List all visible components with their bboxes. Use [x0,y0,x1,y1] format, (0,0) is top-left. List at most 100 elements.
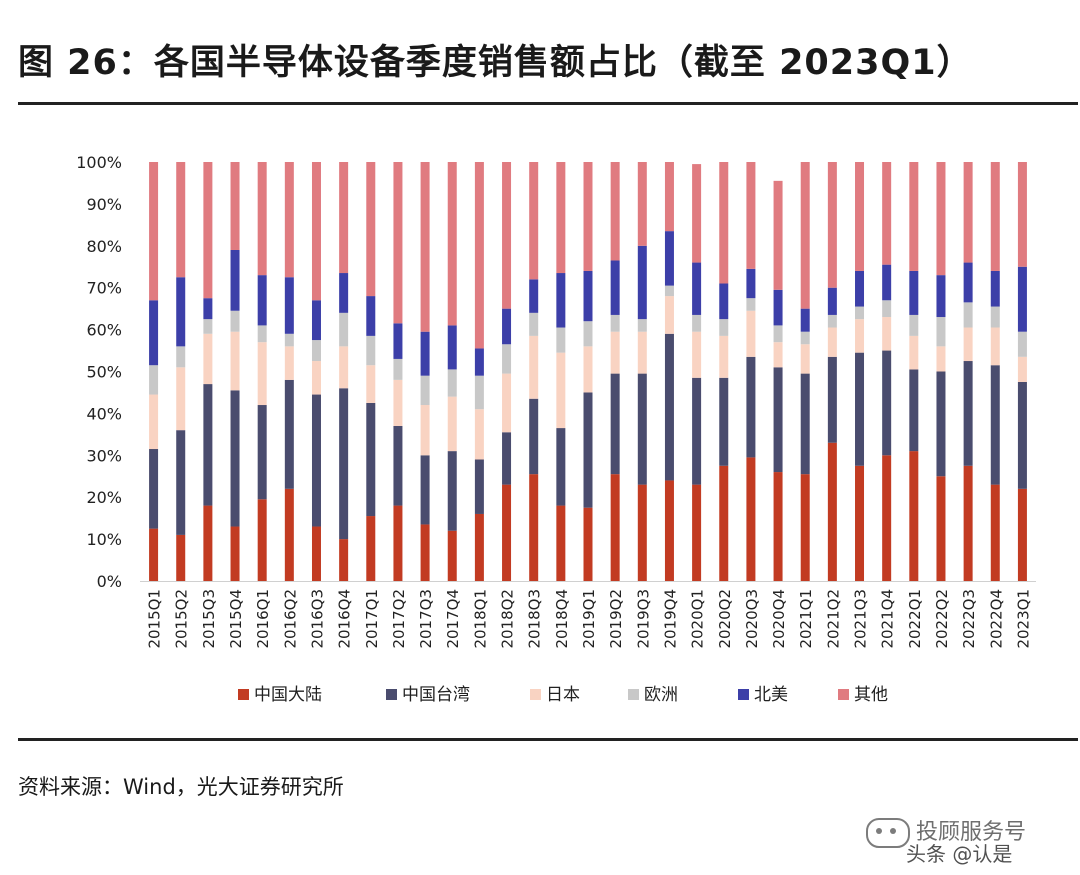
bar-segment [583,392,593,508]
bar-segment [474,348,484,376]
bar-segment [339,539,349,581]
legend-label: 北美 [754,685,788,705]
bar-segment [393,379,403,426]
bar-segment [420,405,430,456]
bar-segment [176,346,186,368]
bar-segment [420,375,430,406]
bar-segment [746,356,756,458]
bar-segment [882,264,892,301]
bar-segment [203,298,213,320]
bar-segment [746,457,756,581]
legend-label: 欧洲 [644,685,678,705]
bar-segment [637,484,647,581]
bar-segment [339,162,349,274]
bar-segment [882,300,892,318]
x-tick-label: 2021Q2 [824,589,842,649]
bar-segment [529,398,539,475]
x-tick-label: 2017Q3 [417,589,435,649]
bar-segment [284,488,294,581]
bar-segment [800,162,810,309]
bar-segment [393,505,403,581]
bar-segment [963,262,973,303]
bar-segment [1017,381,1027,489]
bar-segment [909,162,919,271]
x-tick-label: 2017Q1 [363,589,381,649]
bar-segment [909,335,919,370]
bar-segment [827,327,837,357]
bar-segment [311,526,321,581]
bar-segment [773,367,783,473]
bar-segment [719,162,729,284]
x-tick-label: 2018Q4 [553,589,571,649]
x-tick-label: 2021Q4 [879,589,897,649]
bar-segment [257,342,267,406]
x-tick-label: 2019Q3 [634,589,652,649]
bar-segment [420,524,430,581]
x-tick-label: 2016Q4 [336,589,354,649]
bar-segment [610,314,620,332]
bar-segment [746,310,756,357]
bar-segment [882,317,892,351]
x-tick-label: 2021Q3 [852,589,870,649]
bar-segment [936,371,946,477]
bar-segment [149,449,159,529]
bar-segment [556,505,566,581]
bar-segment [230,331,240,391]
bar-segment [610,373,620,475]
bar-segment [855,465,865,581]
bar-segment [773,472,783,581]
bar-segment [284,346,294,380]
bar-segment [447,530,457,581]
y-tick-label: 80% [86,237,122,256]
bar-segment [637,162,647,246]
legend-swatch [238,689,249,700]
bar-segment [664,231,674,286]
bar-segment [366,296,376,336]
bar-segment [257,275,267,326]
bar-segment [203,319,213,334]
bar-segment [311,394,321,527]
bar-segment [556,352,566,429]
bar-segment [827,287,837,315]
bar-segment [963,361,973,466]
bar-segment [149,365,159,395]
bar-segment [420,162,430,332]
bar-segment [1017,488,1027,581]
x-tick-label: 2022Q3 [960,589,978,649]
legend-swatch [530,689,541,700]
bar-segment [474,459,484,514]
bar-segment [990,484,1000,581]
bar-segment [529,335,539,399]
source-note: 资料来源：Wind，光大证券研究所 [18,775,344,799]
legend-label: 中国大陆 [254,685,322,705]
bar-segment [990,270,1000,307]
bar-segment [610,260,620,315]
bar-segment [855,270,865,307]
bar-segment [963,465,973,581]
bar-segment [855,352,865,466]
bar-segment [502,308,512,345]
bar-segment [284,277,294,334]
bar-segment [393,425,403,506]
bar-segment [447,396,457,452]
watermark-line1: 投顾服务号 [916,820,1027,845]
bar-segment [393,323,403,359]
bar-segment [474,375,484,410]
bar-segment [990,162,1000,271]
bar-segment [393,358,403,380]
bar-segment [366,162,376,297]
bar-segment [230,526,240,581]
bar-segment [257,162,267,276]
y-tick-label: 30% [86,446,122,465]
bar-segment [311,361,321,395]
bar-segment [909,314,919,336]
bar-segment [257,499,267,581]
bar-segment [855,319,865,353]
bar-segment [366,335,376,366]
bar-segment [936,162,946,276]
bar-segment [909,369,919,452]
bar-segment [149,162,159,301]
watermark-line2: 头条 @认是 [906,842,1013,866]
bar-segment [176,277,186,347]
bar-segment [719,377,729,466]
